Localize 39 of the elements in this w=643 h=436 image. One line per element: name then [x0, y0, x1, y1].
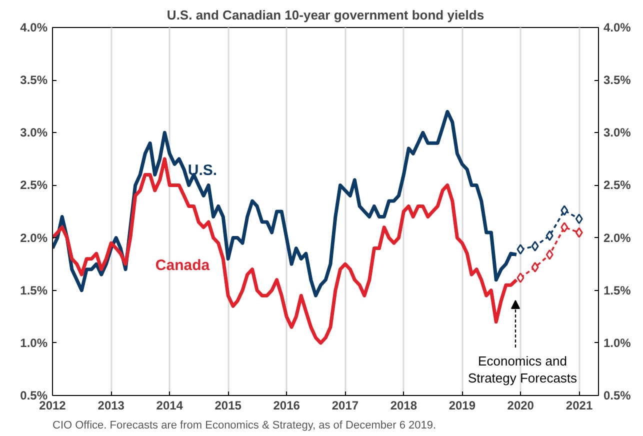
x-tick-label: 2018 — [390, 398, 418, 412]
x-tick-label: 2013 — [98, 398, 125, 412]
y-tick-label: 3.0% — [20, 126, 48, 140]
point — [531, 240, 539, 252]
point — [560, 222, 568, 233]
x-tick-label: 2016 — [273, 398, 300, 412]
y2-tick-label: 3.5% — [604, 73, 632, 88]
annotation: Economics and Strategy Forecasts — [468, 354, 578, 386]
y2-tick-label: 2.5% — [604, 178, 632, 192]
point — [516, 244, 524, 255]
y-tick-label: 2.5% — [20, 178, 48, 192]
series-label: U.S. — [188, 162, 218, 179]
series-label: Canada — [155, 257, 210, 274]
point — [546, 249, 554, 260]
y2-tick-label: 1.0% — [604, 336, 632, 350]
y-tick-label: 2.0% — [20, 230, 48, 245]
y2-tick-label: 1.5% — [604, 283, 632, 298]
x-tick-label: 2014 — [156, 398, 184, 412]
x-tick-label: 2019 — [448, 398, 476, 412]
point — [516, 272, 524, 283]
y2-tick-label: 0.5% — [604, 388, 632, 402]
y-tick-label: 3.5% — [20, 73, 48, 88]
x-tick-label: 2015 — [214, 398, 242, 412]
y-tick-label: 1.5% — [20, 283, 48, 298]
chart-title: U.S. and Canadian 10-year government bond yields — [166, 8, 484, 22]
text: CIO Office. Forecasts are from Economics & Strategy, as of December 6 2019. — [52, 420, 436, 432]
y2-tick-label: 2.0% — [604, 230, 632, 245]
point — [575, 227, 583, 238]
x-tick-label: 2017 — [332, 398, 359, 412]
y2-tick-label: 3.0% — [604, 126, 632, 140]
point — [575, 214, 583, 224]
point — [560, 205, 568, 216]
point — [531, 262, 539, 272]
point — [546, 230, 554, 241]
y-tick-label: 1.0% — [20, 336, 48, 350]
y2-tick-label: 4.0% — [604, 20, 632, 34]
x-tick-label: 2021 — [566, 398, 593, 412]
x-tick-label: 2020 — [507, 398, 534, 412]
y-tick-label: 4.0% — [20, 20, 48, 34]
